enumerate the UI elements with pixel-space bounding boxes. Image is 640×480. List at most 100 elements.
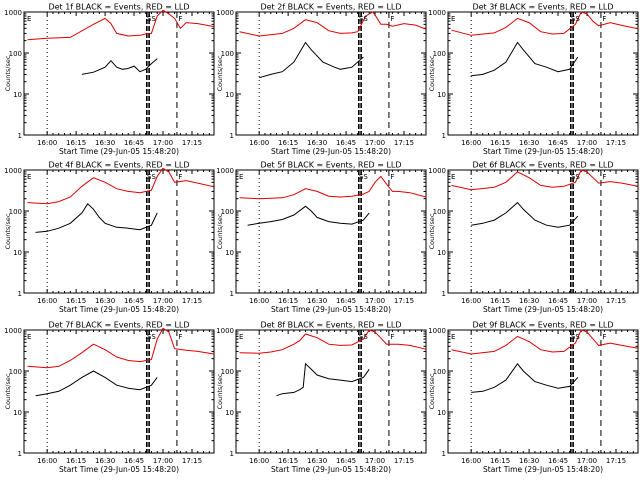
y-tick-label: 100 — [9, 208, 22, 216]
x-tick-label: 16:30 — [307, 139, 327, 147]
y-tick-label: 1000 — [4, 9, 22, 17]
flag-annotation: F — [178, 173, 182, 181]
y-tick-label: 10 — [437, 91, 446, 99]
y-tick-label: 100 — [9, 50, 22, 58]
y-axis-label: Counts/sec — [428, 373, 436, 409]
flag-annotation: F — [178, 15, 182, 23]
x-tick-label: 16:30 — [95, 457, 115, 465]
x-tick-label: 16:00 — [461, 457, 481, 465]
x-tick-label: 17:15 — [606, 457, 626, 465]
x-tick-label: 16:30 — [307, 297, 327, 305]
flag-annotation: F — [390, 333, 394, 341]
x-tick-label: 16:30 — [519, 139, 539, 147]
x-tick-label: 17:00 — [365, 297, 385, 305]
y-tick-label: 10 — [225, 91, 234, 99]
y-tick-label: 1000 — [216, 327, 234, 335]
x-tick-label: 16:00 — [37, 139, 57, 147]
x-tick-label: 17:15 — [394, 457, 414, 465]
x-tick-label: 16:15 — [490, 297, 510, 305]
events-series-line — [35, 370, 158, 397]
y-tick-label: 1000 — [4, 167, 22, 175]
y-tick-label: 10 — [225, 249, 234, 257]
panel-title: Det 3f BLACK = Events, RED = LLD — [472, 3, 613, 12]
y-axis-label: Counts/sec — [4, 213, 12, 249]
x-tick-label: 16:45 — [124, 457, 144, 465]
lld-series-line — [451, 169, 639, 191]
flag-annotation: SS — [571, 15, 580, 23]
x-tick-label: 16:45 — [124, 297, 144, 305]
y-tick-label: 1000 — [428, 327, 446, 335]
panel-title: Det 7f BLACK = Events, RED = LLD — [48, 321, 189, 330]
y-tick-label: 100 — [433, 208, 446, 216]
x-tick-label: 16:00 — [37, 297, 57, 305]
lld-series-line — [27, 327, 215, 369]
y-tick-label: 10 — [225, 409, 234, 417]
flag-annotation: E — [239, 333, 243, 341]
x-tick-label: 16:00 — [249, 297, 269, 305]
lld-series-line — [239, 11, 427, 37]
lld-series-line — [239, 329, 427, 354]
flag-annotation: E — [27, 173, 31, 181]
x-axis-label: Start Time (29-Jun-05 15:48:20) — [59, 465, 179, 474]
x-tick-label: 17:00 — [365, 457, 385, 465]
detector-panel-2: Det 2f BLACK = Events, RED = LLD 1 10 100 10… — [216, 3, 427, 156]
x-tick-label: 16:15 — [278, 297, 298, 305]
y-axis-label: Counts/sec — [216, 373, 224, 409]
y-axis-label: Counts/sec — [428, 213, 436, 249]
events-series-line — [471, 41, 579, 77]
events-series-line — [471, 201, 579, 228]
flag-annotation: SS — [359, 333, 368, 341]
x-tick-label: 17:00 — [577, 457, 597, 465]
x-axis-label: Start Time (29-Jun-05 15:48:20) — [271, 147, 391, 156]
detector-panel-3: Det 3f BLACK = Events, RED = LLD 1 10 100 10… — [428, 3, 639, 156]
panel-title: Det 4f BLACK = Events, RED = LLD — [48, 161, 189, 170]
detector-panel-4: Det 4f BLACK = Events, RED = LLD 1 10 100 10… — [4, 161, 215, 314]
y-tick-label: 100 — [221, 368, 234, 376]
x-tick-label: 16:45 — [548, 297, 568, 305]
events-series-line — [471, 362, 579, 393]
events-series-line — [247, 205, 370, 226]
x-axis-label: Start Time (29-Jun-05 15:48:20) — [59, 147, 179, 156]
plot-frame — [447, 169, 639, 294]
x-tick-label: 16:30 — [307, 457, 327, 465]
plot-frame — [23, 11, 215, 136]
flag-annotation: E — [451, 333, 455, 341]
x-tick-label: 16:15 — [490, 457, 510, 465]
lld-series-line — [239, 175, 427, 200]
panel-title: Det 5f BLACK = Events, RED = LLD — [260, 161, 401, 170]
flag-annotation: F — [178, 333, 182, 341]
plot-frame — [447, 329, 639, 454]
events-series-line — [276, 362, 370, 397]
y-tick-label: 10 — [13, 91, 22, 99]
panel-title: Det 6f BLACK = Events, RED = LLD — [472, 161, 613, 170]
x-tick-label: 17:15 — [182, 457, 202, 465]
x-tick-label: 16:45 — [336, 139, 356, 147]
flag-annotation: SS — [147, 333, 156, 341]
x-tick-label: 16:15 — [278, 139, 298, 147]
flag-annotation: SS — [147, 173, 156, 181]
x-tick-label: 17:15 — [394, 297, 414, 305]
x-tick-label: 16:00 — [37, 457, 57, 465]
plot-frame — [23, 169, 215, 294]
flag-annotation: E — [239, 173, 243, 181]
panel-title: Det 8f BLACK = Events, RED = LLD — [260, 321, 401, 330]
y-tick-label: 1 — [18, 450, 22, 458]
x-tick-label: 16:45 — [124, 139, 144, 147]
detector-panel-8: Det 8f BLACK = Events, RED = LLD 1 10 100 10… — [216, 321, 427, 474]
x-axis-label: Start Time (29-Jun-05 15:48:20) — [59, 305, 179, 314]
y-tick-label: 100 — [433, 368, 446, 376]
y-tick-label: 10 — [13, 249, 22, 257]
events-series-line — [81, 58, 158, 75]
y-tick-label: 100 — [433, 50, 446, 58]
flag-annotation: SS — [359, 15, 368, 23]
flag-annotation: SS — [571, 173, 580, 181]
lld-series-line — [27, 167, 215, 205]
x-tick-label: 16:15 — [278, 457, 298, 465]
x-tick-label: 16:15 — [66, 139, 86, 147]
detector-panel-1: Det 1f BLACK = Events, RED = LLD 1 10 100 10… — [4, 3, 215, 156]
x-tick-label: 17:00 — [153, 457, 173, 465]
y-tick-label: 1000 — [216, 9, 234, 17]
flag-annotation: F — [602, 15, 606, 23]
events-series-line — [35, 203, 158, 233]
